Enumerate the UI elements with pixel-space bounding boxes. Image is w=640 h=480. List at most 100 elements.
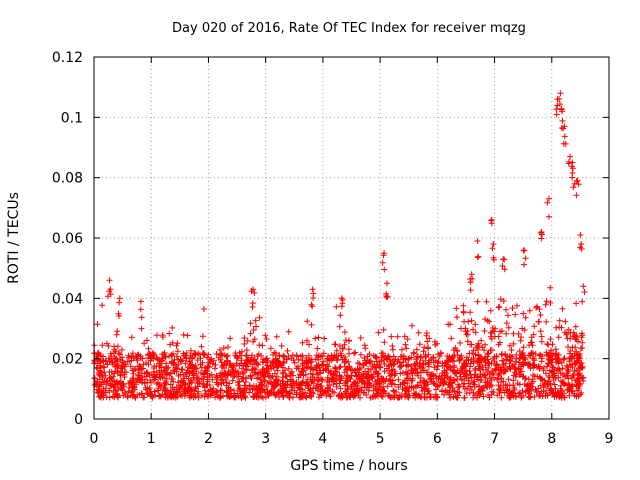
data-point — [386, 370, 393, 377]
data-point — [99, 342, 106, 349]
data-point — [372, 353, 379, 360]
data-point — [470, 326, 476, 333]
data-point — [341, 356, 348, 363]
data-point — [575, 338, 581, 345]
data-point — [179, 357, 185, 364]
data-point — [377, 364, 384, 371]
data-point — [194, 357, 201, 364]
data-point — [544, 341, 551, 347]
data-point — [263, 336, 270, 342]
data-point — [512, 373, 519, 380]
data-point — [529, 342, 536, 349]
data-point — [446, 355, 453, 362]
data-point — [495, 333, 502, 340]
data-point — [505, 312, 511, 319]
data-point — [388, 381, 395, 388]
data-point — [283, 381, 289, 388]
data-point — [381, 266, 388, 273]
data-point — [267, 345, 274, 352]
data-point — [224, 358, 231, 365]
data-point — [310, 385, 317, 392]
data-point — [461, 318, 468, 325]
data-point — [206, 382, 213, 388]
data-point — [227, 393, 234, 400]
data-point — [554, 357, 561, 364]
data-point — [371, 392, 378, 399]
data-point — [224, 352, 231, 359]
data-point — [490, 241, 497, 247]
data-point — [133, 379, 139, 386]
data-point — [156, 381, 163, 388]
data-point — [503, 356, 510, 363]
data-point — [250, 327, 257, 333]
data-point — [547, 336, 554, 343]
data-point — [208, 392, 214, 399]
data-point — [553, 106, 560, 113]
data-point — [520, 344, 527, 351]
data-point — [535, 318, 542, 325]
data-point — [200, 351, 207, 358]
data-point — [301, 365, 308, 372]
data-point — [565, 160, 572, 167]
data-point — [186, 358, 193, 365]
data-point — [556, 96, 563, 102]
data-point — [244, 358, 251, 365]
data-point — [574, 376, 581, 383]
data-point — [537, 351, 544, 358]
data-point — [175, 379, 182, 386]
data-point — [243, 352, 250, 359]
data-point — [538, 355, 545, 362]
data-point — [354, 385, 361, 392]
data-point — [283, 356, 290, 362]
data-point — [269, 359, 276, 366]
data-point — [198, 343, 205, 350]
data-point — [449, 385, 456, 391]
data-point — [137, 306, 144, 313]
data-point — [342, 388, 349, 395]
chart-title: Day 020 of 2016, Rate Of TEC Index for r… — [172, 21, 526, 36]
data-point — [432, 391, 439, 398]
data-point — [567, 153, 574, 160]
data-point — [332, 365, 339, 372]
data-point — [458, 352, 465, 359]
data-point — [421, 380, 428, 387]
data-point — [241, 382, 248, 389]
data-point — [194, 375, 201, 381]
data-point — [510, 330, 517, 337]
data-point — [225, 344, 231, 351]
data-point — [128, 334, 135, 341]
data-point — [308, 301, 315, 308]
data-point — [386, 362, 393, 369]
data-point — [144, 390, 151, 397]
data-point — [482, 359, 489, 366]
y-tick-label: 0 — [74, 412, 83, 428]
data-point — [487, 329, 494, 336]
data-point — [551, 381, 558, 388]
data-point — [279, 380, 286, 387]
data-point — [487, 347, 494, 353]
data-point — [182, 381, 189, 388]
data-point — [112, 348, 119, 355]
data-point — [112, 368, 119, 375]
data-point — [303, 354, 310, 361]
data-point — [243, 352, 249, 359]
data-point — [569, 344, 576, 351]
data-point — [227, 370, 234, 376]
data-point — [167, 388, 174, 395]
data-point — [494, 392, 501, 399]
data-point — [573, 178, 580, 185]
data-point — [389, 377, 396, 384]
data-point — [516, 359, 522, 366]
data-point — [375, 377, 382, 383]
data-point — [304, 318, 311, 325]
data-point — [424, 338, 431, 345]
data-point — [253, 360, 260, 367]
data-point — [178, 378, 185, 385]
data-point — [352, 379, 359, 386]
data-point — [328, 352, 335, 359]
data-point — [571, 368, 578, 374]
data-point — [114, 362, 121, 369]
data-point — [305, 358, 312, 365]
data-point — [233, 360, 240, 367]
gridlines — [94, 57, 609, 419]
